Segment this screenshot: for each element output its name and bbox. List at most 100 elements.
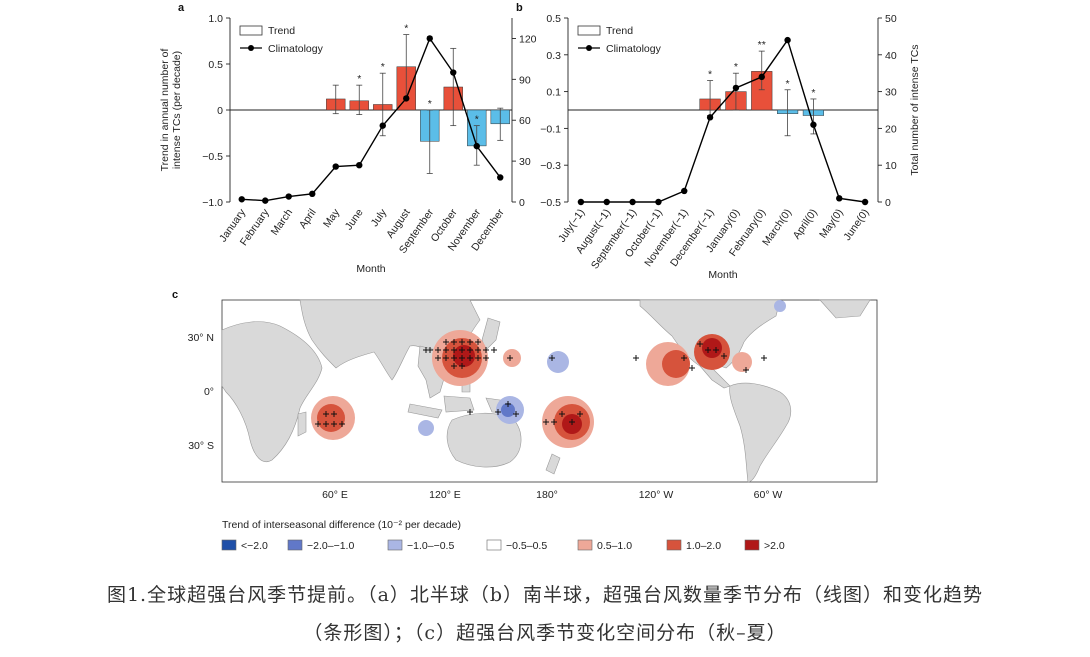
panel-a-significance-star: * [475, 114, 479, 126]
panel-b-ytick-label: 0.5 [546, 13, 561, 25]
panel-a-xtick-label: May [321, 206, 343, 230]
panel-a-xtick-label: June [343, 207, 366, 233]
map-land [221, 299, 871, 483]
map-xtick-60w: 60° W [754, 489, 783, 501]
map-legend-label: −1.0–−0.5 [407, 540, 454, 552]
figure-caption-line-1: 图1.全球超强台风季节提前。（a）北半球（b）南半球，超强台风数量季节分布（线图… [106, 584, 984, 606]
map-xtick-180: 180° [536, 489, 558, 501]
map-legend: <−2.0 −2.0–−1.0 −1.0–−0.5 −0.5–0.5 0.5–1.0 1.… [221, 539, 785, 552]
map-legend-swatch [577, 539, 593, 551]
map-xtick-120e: 120° E [429, 489, 461, 501]
panel-a-xtick-label: July [369, 206, 390, 229]
map-legend-swatch [486, 539, 502, 551]
panel-b-climatology-point [706, 114, 714, 121]
panel-c-map: c [172, 289, 878, 552]
australia-landmass [446, 412, 522, 468]
panel-b-legend-climatology: Climatology [606, 43, 662, 55]
anomaly-weak-negative [774, 300, 786, 312]
panel-b-significance-star: * [708, 69, 712, 81]
panel-a-ytick-label: 1.0 [208, 13, 223, 25]
panel-b-xtick-label: April(0) [791, 207, 820, 242]
panel-a-chart: a 1.0 0.5 0 −0.5 −1.0 120 90 60 30 0 Trend in annua… [159, 2, 537, 275]
anomaly-moderate-positive [732, 352, 752, 372]
panel-b-legend-climatology-marker [586, 45, 592, 51]
map-ytick-30n: 30° N [188, 332, 214, 344]
panel-b-y2tick-label: 20 [885, 123, 897, 135]
map-xtick-120w: 120° W [639, 489, 674, 501]
panel-a-significance-star: * [357, 73, 361, 85]
panel-b-y2label: Total number of intense TCs [909, 44, 921, 175]
panel-a-climatology-point [309, 190, 316, 198]
panel-b-y2tick-label: 40 [885, 50, 897, 62]
panel-b-significance-star: * [811, 87, 815, 99]
greenland-landmass [819, 299, 871, 319]
map-legend-label: 0.5–1.0 [597, 540, 632, 552]
panel-b-climatology-point [758, 73, 765, 81]
panel-c-label: c [172, 289, 178, 301]
anomaly-very-strong-positive [453, 345, 475, 367]
panel-a-legend-trend-swatch [239, 25, 263, 36]
panel-a-ytick-label: 0.5 [208, 59, 223, 71]
anomaly-weak-negative [418, 420, 434, 436]
significance-crosses [315, 339, 767, 427]
panel-a-xlabel: Month [356, 263, 385, 275]
madagascar-landmass [297, 411, 307, 437]
panel-a-xtick-label: April [297, 207, 319, 231]
map-legend-label: −0.5–0.5 [506, 540, 547, 552]
panel-a-climatology-point [332, 163, 339, 170]
panel-a-y2tick-label: 0 [519, 197, 525, 209]
panel-a-significance-star: * [404, 23, 408, 35]
panel-b-climatology-point [681, 187, 688, 195]
anomaly-strong-positive [317, 404, 345, 432]
panel-a-xtick-label: March [269, 207, 296, 238]
africa-landmass [221, 321, 323, 462]
japan-landmass [481, 317, 501, 351]
panel-b-xtick-label: June(0) [841, 207, 871, 243]
panel-b-ytick-label: 0.1 [546, 87, 561, 99]
panel-a-ytick-label: −0.5 [202, 151, 223, 163]
panel-b-label: b [516, 2, 523, 14]
panel-a-significance-star: * [428, 98, 432, 110]
panel-a-climatology-point [238, 196, 245, 203]
panel-a-y2tick-label: 90 [519, 74, 531, 86]
anomaly-weak-negative [547, 351, 569, 373]
panel-a-climatology-point [262, 197, 269, 204]
south-america-landmass [729, 382, 792, 483]
panel-a-ytick-label: −1.0 [202, 197, 223, 209]
panel-b-significance-star: ** [758, 39, 766, 51]
panel-b-significance-star: * [786, 78, 790, 90]
panel-a-climatology-line [241, 36, 501, 202]
panel-a-climatology-point [403, 95, 410, 102]
panel-a-ytick-label: 0 [217, 105, 223, 117]
panel-a-climatology-point [497, 174, 504, 181]
panel-a-climatology-point [285, 193, 292, 200]
panel-b-y2tick-label: 10 [885, 160, 897, 172]
figure-caption-line-2: （条形图）；（c）超强台风季节变化空间分布（秋–夏） [303, 622, 787, 644]
panel-b-legend-trend-swatch [577, 25, 601, 36]
panel-a-y2tick-label: 120 [519, 33, 537, 45]
map-legend-swatch [666, 539, 682, 551]
map-legend-label: <−2.0 [241, 540, 268, 552]
panel-b-climatology-point [577, 198, 585, 206]
map-ytick-30s: 30° S [188, 440, 214, 452]
panel-a-y2tick-label: 60 [519, 115, 531, 127]
panel-b-climatology-point [784, 36, 791, 44]
map-xtick-60e: 60° E [322, 489, 348, 501]
map-legend-label: >2.0 [764, 540, 785, 552]
panel-b-climatology-point [629, 198, 636, 206]
panel-a-legend-trend: Trend [268, 25, 295, 37]
panel-b-ytick-label: −0.1 [540, 123, 561, 135]
panel-a-label: a [178, 2, 185, 14]
panel-b-climatology-point [810, 121, 817, 128]
panel-b-y2tick-label: 0 [885, 197, 891, 209]
panel-b-y2tick-label: 50 [885, 13, 897, 25]
anomaly-moderate-negative [501, 403, 515, 417]
map-legend-swatch [744, 539, 760, 551]
panel-a-ylabel: intense TCs (per decade) [171, 51, 183, 169]
panel-b-climatology-point [655, 198, 662, 206]
map-legend-label: −2.0–−1.0 [307, 540, 354, 552]
panel-b-climatology-point [836, 195, 843, 202]
panel-b-chart: b 0.5 0.3 0.1 −0.1 −0.3 −0.5 50 40 30 20 10 0 Total n… [516, 2, 921, 281]
map-ytick-0: 0° [204, 386, 214, 398]
